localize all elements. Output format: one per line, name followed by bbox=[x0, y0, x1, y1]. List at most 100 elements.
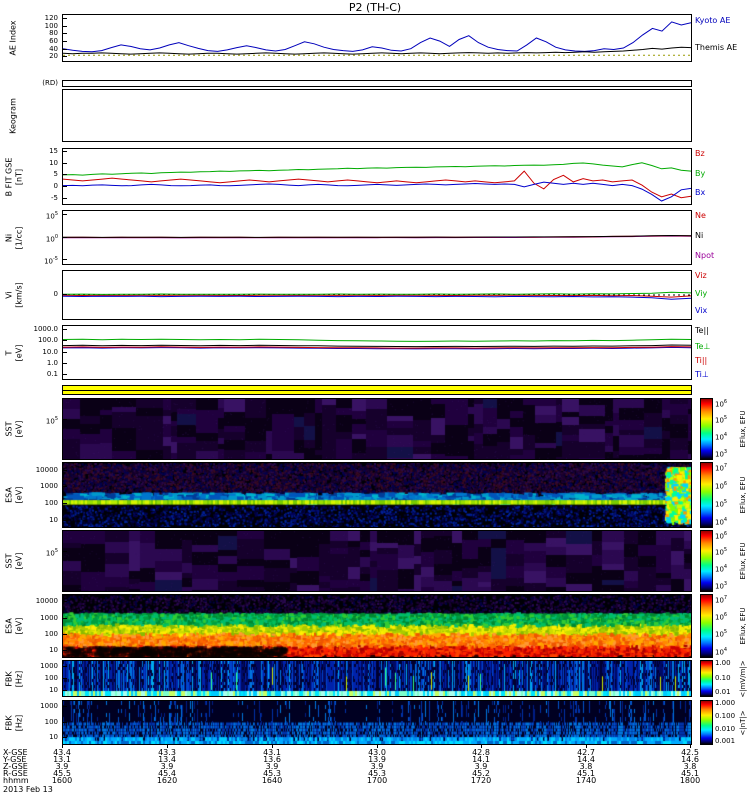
axis-value: 3.9 bbox=[265, 762, 279, 771]
y-tick-mark bbox=[63, 706, 67, 708]
y-tick-mark bbox=[63, 666, 67, 668]
colorbar-tick-label: 0.10 bbox=[715, 673, 731, 682]
axis-value: 14.4 bbox=[577, 755, 595, 764]
y-tick-label: 20 bbox=[49, 52, 58, 61]
axis-value: 13.6 bbox=[263, 755, 281, 764]
y-tick-label: 105 bbox=[45, 416, 58, 426]
spectrogram-canvas-esa_i bbox=[63, 595, 691, 657]
colorbar-tick-label: 0.01 bbox=[715, 688, 731, 697]
colorbar-label-fbk_b: <|nT|> bbox=[739, 709, 747, 736]
y-tick-mark bbox=[63, 185, 67, 187]
y-tick-mark bbox=[63, 351, 67, 353]
series-ti-par bbox=[62, 346, 692, 349]
axis-value: 1800 bbox=[679, 776, 701, 785]
spectrogram-canvas-fbk_b bbox=[63, 701, 691, 744]
colorbar-label-esa_e: EFlux, EFU bbox=[739, 476, 747, 514]
axis-value: 45.3 bbox=[368, 769, 386, 778]
series-label-ne: Ne bbox=[695, 211, 706, 221]
y-tick-label: 100 bbox=[44, 21, 58, 30]
axis-row-label: R-GSE bbox=[3, 769, 28, 778]
axis-value: 3.9 bbox=[370, 762, 384, 771]
axis-value: 3.8 bbox=[579, 762, 593, 771]
series-ti-perp bbox=[62, 346, 692, 350]
series-label-viz: Viz bbox=[695, 271, 707, 280]
series-label-by: By bbox=[695, 168, 706, 178]
y-tick-label: 10-5 bbox=[44, 255, 58, 265]
y-tick-label: 1000.0 bbox=[33, 325, 59, 334]
y-tick-label: 80 bbox=[49, 29, 58, 38]
y-tick-label: 10 bbox=[49, 158, 58, 167]
y-tick-label: 0 bbox=[53, 181, 58, 190]
panel-flags bbox=[62, 385, 692, 395]
y-tick-label: -5 bbox=[51, 193, 58, 202]
axis-value: 1720 bbox=[470, 776, 492, 785]
y-tick-label: 0.1 bbox=[46, 369, 58, 378]
axis-value: 3.8 bbox=[683, 762, 697, 771]
y-tick-mark bbox=[63, 294, 67, 295]
series-label-ti-: Ti⊥ bbox=[695, 370, 709, 380]
y-tick-mark bbox=[63, 736, 67, 738]
x-tick-mark bbox=[62, 745, 63, 748]
series-ni bbox=[63, 234, 692, 238]
colorbar-tick-label: 106 bbox=[715, 530, 728, 540]
y-tick-label: 105 bbox=[45, 211, 58, 221]
series-viz bbox=[62, 294, 692, 298]
y-tick-label: 10000 bbox=[35, 465, 58, 474]
y-tick-mark bbox=[63, 329, 67, 331]
y-tick-mark bbox=[63, 362, 67, 364]
y-tick-label: 100 bbox=[44, 717, 58, 726]
colorbar-tick-label: 0.100 bbox=[715, 711, 736, 720]
spectrogram-canvas-fbk_e bbox=[63, 661, 691, 696]
y-tick-mark bbox=[63, 48, 67, 50]
colorbar-fbk_b bbox=[700, 700, 713, 745]
y-tick-mark bbox=[63, 486, 67, 488]
colorbar-tick-label: 106 bbox=[715, 398, 728, 408]
axis-value: 1700 bbox=[366, 776, 388, 785]
y-axis-label-keo-0: Keogram bbox=[8, 97, 18, 134]
axis-value: 13.1 bbox=[53, 755, 71, 764]
y-tick-label: 10 bbox=[49, 732, 58, 741]
y-tick-mark bbox=[63, 419, 67, 420]
colorbar-tick-label: 106 bbox=[715, 612, 728, 622]
axis-value: 45.4 bbox=[158, 769, 176, 778]
colorbar-tick-label: 105 bbox=[715, 547, 728, 557]
axis-row-label: hhmm bbox=[3, 776, 29, 785]
panel-b bbox=[62, 148, 692, 205]
y-tick-mark bbox=[63, 174, 67, 176]
y-tick-label: 100 bbox=[44, 674, 58, 683]
y-tick-mark bbox=[63, 678, 67, 680]
axis-value: 43.4 bbox=[53, 748, 71, 757]
y-tick-mark bbox=[63, 633, 67, 635]
x-tick-mark bbox=[481, 745, 482, 748]
y-tick-label: 10 bbox=[49, 515, 58, 524]
y-tick-mark bbox=[63, 56, 67, 58]
colorbar-sst_i bbox=[700, 530, 713, 592]
line-plot-ni bbox=[62, 234, 692, 239]
colorbar-tick-label: 104 bbox=[715, 516, 728, 526]
y-tick-mark bbox=[63, 258, 67, 260]
y-tick-mark bbox=[63, 162, 67, 164]
y-tick-label: 10 bbox=[49, 645, 58, 654]
panel-esa_e bbox=[62, 462, 692, 528]
series-label-vix: Vix bbox=[695, 306, 708, 315]
spectrogram-canvas-sst_i bbox=[63, 531, 691, 591]
colorbar-tick-label: 104 bbox=[715, 646, 728, 657]
axis-value: 14.6 bbox=[681, 755, 699, 764]
axis-value: 1740 bbox=[575, 776, 597, 785]
panel-sst_i bbox=[62, 530, 692, 592]
colorbar-esa_i bbox=[700, 594, 713, 658]
y-tick-label: 120 bbox=[44, 13, 58, 22]
axis-value: 43.1 bbox=[263, 748, 281, 757]
panel-vi bbox=[62, 270, 692, 320]
axis-value: 45.5 bbox=[53, 769, 71, 778]
y-tick-mark bbox=[63, 551, 67, 552]
y-tick-label: 60 bbox=[49, 36, 58, 45]
colorbar-tick-label: 103 bbox=[715, 581, 728, 591]
axis-value: 42.5 bbox=[681, 748, 699, 757]
y-tick-mark bbox=[63, 33, 67, 35]
series-label-ti-: Ti|| bbox=[695, 355, 708, 365]
colorbar-label-fbk_e: <|mV/m|> bbox=[739, 659, 747, 698]
panel-ni bbox=[62, 210, 692, 265]
y-tick-label: 1000 bbox=[40, 662, 58, 671]
